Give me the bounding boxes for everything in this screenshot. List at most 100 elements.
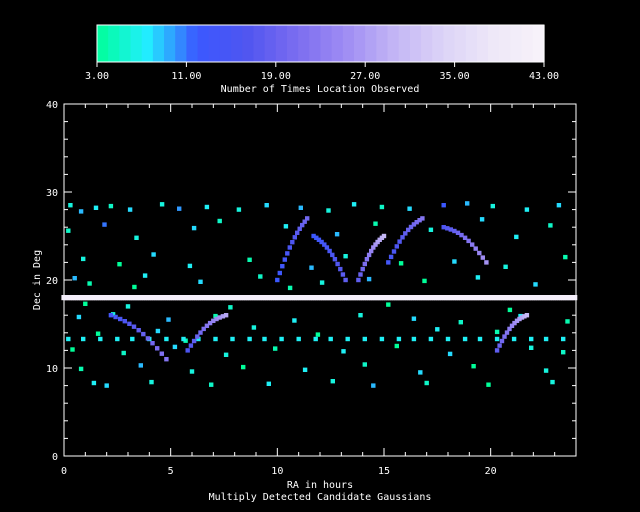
data-point xyxy=(358,313,363,318)
colorbar-tick-label: 27.00 xyxy=(350,71,380,82)
x-tick-label: 15 xyxy=(378,466,390,477)
colorbar-swatch xyxy=(231,25,243,62)
data-point-row xyxy=(345,336,350,342)
data-point xyxy=(213,313,218,319)
x-tick-label: 5 xyxy=(168,466,174,477)
data-point-row xyxy=(411,336,417,342)
data-point-arc xyxy=(414,220,419,225)
data-point-row xyxy=(230,336,235,342)
data-point xyxy=(117,262,122,267)
data-point xyxy=(228,305,233,310)
colorbar-ticks: 3.00 11.00 19.00 27.00 35.00 43.00 xyxy=(85,62,559,82)
data-point-arc xyxy=(211,318,216,323)
data-point xyxy=(471,364,476,369)
data-point-arc xyxy=(360,266,365,272)
x-tick-label: 20 xyxy=(485,466,497,477)
colorbar-label: Number of Times Location Observed xyxy=(221,84,420,95)
data-point xyxy=(159,202,165,207)
data-point-arc xyxy=(364,257,370,262)
data-point xyxy=(447,351,453,357)
data-point xyxy=(362,362,367,367)
colorbar-swatch xyxy=(499,25,512,62)
data-point xyxy=(95,331,101,336)
data-point xyxy=(172,344,178,350)
data-point-arc xyxy=(302,219,307,224)
colorbar-swatch xyxy=(286,25,299,62)
data-point xyxy=(198,279,203,284)
data-point xyxy=(251,325,257,330)
data-point xyxy=(189,369,195,374)
data-point-arc xyxy=(198,330,203,335)
data-point xyxy=(503,264,508,269)
colorbar-swatch xyxy=(208,25,221,62)
data-point-arc xyxy=(338,266,343,272)
data-point-arc xyxy=(386,260,391,265)
x-axis: 0 5 10 15 20 xyxy=(61,104,577,477)
data-point xyxy=(441,203,446,208)
data-point-arc xyxy=(223,313,229,318)
colorbar-gradient xyxy=(97,25,545,62)
data-point xyxy=(149,379,154,385)
data-point-row xyxy=(130,336,135,342)
data-point xyxy=(223,352,229,357)
colorbar-frame xyxy=(96,24,545,63)
colorbar-swatch xyxy=(476,25,489,62)
data-point xyxy=(217,218,222,224)
data-point-arc xyxy=(188,343,194,348)
data-point-row xyxy=(529,336,534,342)
data-point-row xyxy=(81,336,86,342)
colorbar-swatch xyxy=(152,25,165,62)
data-point-row xyxy=(98,336,103,342)
data-point xyxy=(524,207,530,212)
y-axis: 0 10 20 30 40 xyxy=(46,100,576,463)
data-point-arc xyxy=(371,245,376,250)
data-point xyxy=(264,203,269,208)
data-point-arc xyxy=(311,233,316,239)
data-point-arc xyxy=(517,316,522,322)
data-point-arc xyxy=(204,323,210,328)
data-point-row xyxy=(494,336,500,342)
colorbar-swatch xyxy=(253,25,266,62)
colorbar-swatch xyxy=(387,25,400,62)
data-point-arc xyxy=(295,230,300,235)
data-point-row xyxy=(296,336,301,342)
data-point xyxy=(273,346,278,351)
colorbar-swatch xyxy=(219,25,232,62)
data-point-arc xyxy=(459,232,464,238)
data-point xyxy=(533,282,538,287)
data-point xyxy=(302,367,308,372)
data-point xyxy=(125,304,131,309)
data-point xyxy=(247,257,252,262)
data-point xyxy=(486,382,491,387)
data-point-row xyxy=(445,336,451,342)
data-point xyxy=(93,205,99,210)
data-point-row xyxy=(561,336,566,342)
data-point-arc xyxy=(522,314,527,319)
data-point-arc xyxy=(420,216,425,221)
data-point-arc xyxy=(381,233,387,239)
data-point-row xyxy=(462,336,468,342)
data-point-arc xyxy=(403,231,408,236)
data-point-arc xyxy=(150,341,155,346)
data-point-arc xyxy=(512,320,517,326)
data-point-arc xyxy=(285,251,290,256)
data-point xyxy=(507,307,513,313)
data-point-arc xyxy=(277,270,282,276)
x-tick-label: 10 xyxy=(271,466,283,477)
data-point-arc xyxy=(290,240,295,245)
data-point-arc xyxy=(217,315,222,320)
data-point xyxy=(514,234,519,240)
colorbar-swatch xyxy=(354,25,366,62)
data-point-arc xyxy=(127,321,132,326)
data-point xyxy=(66,228,71,233)
data-point-arc xyxy=(131,324,137,329)
data-point-row xyxy=(164,336,169,342)
data-point xyxy=(68,203,73,208)
data-point-arc xyxy=(340,272,346,277)
data-point xyxy=(78,366,84,372)
data-point xyxy=(142,273,148,278)
colorbar-swatch xyxy=(264,25,277,62)
data-point-arc xyxy=(122,319,127,324)
band-point xyxy=(572,295,578,301)
data-point-arc xyxy=(113,314,118,320)
